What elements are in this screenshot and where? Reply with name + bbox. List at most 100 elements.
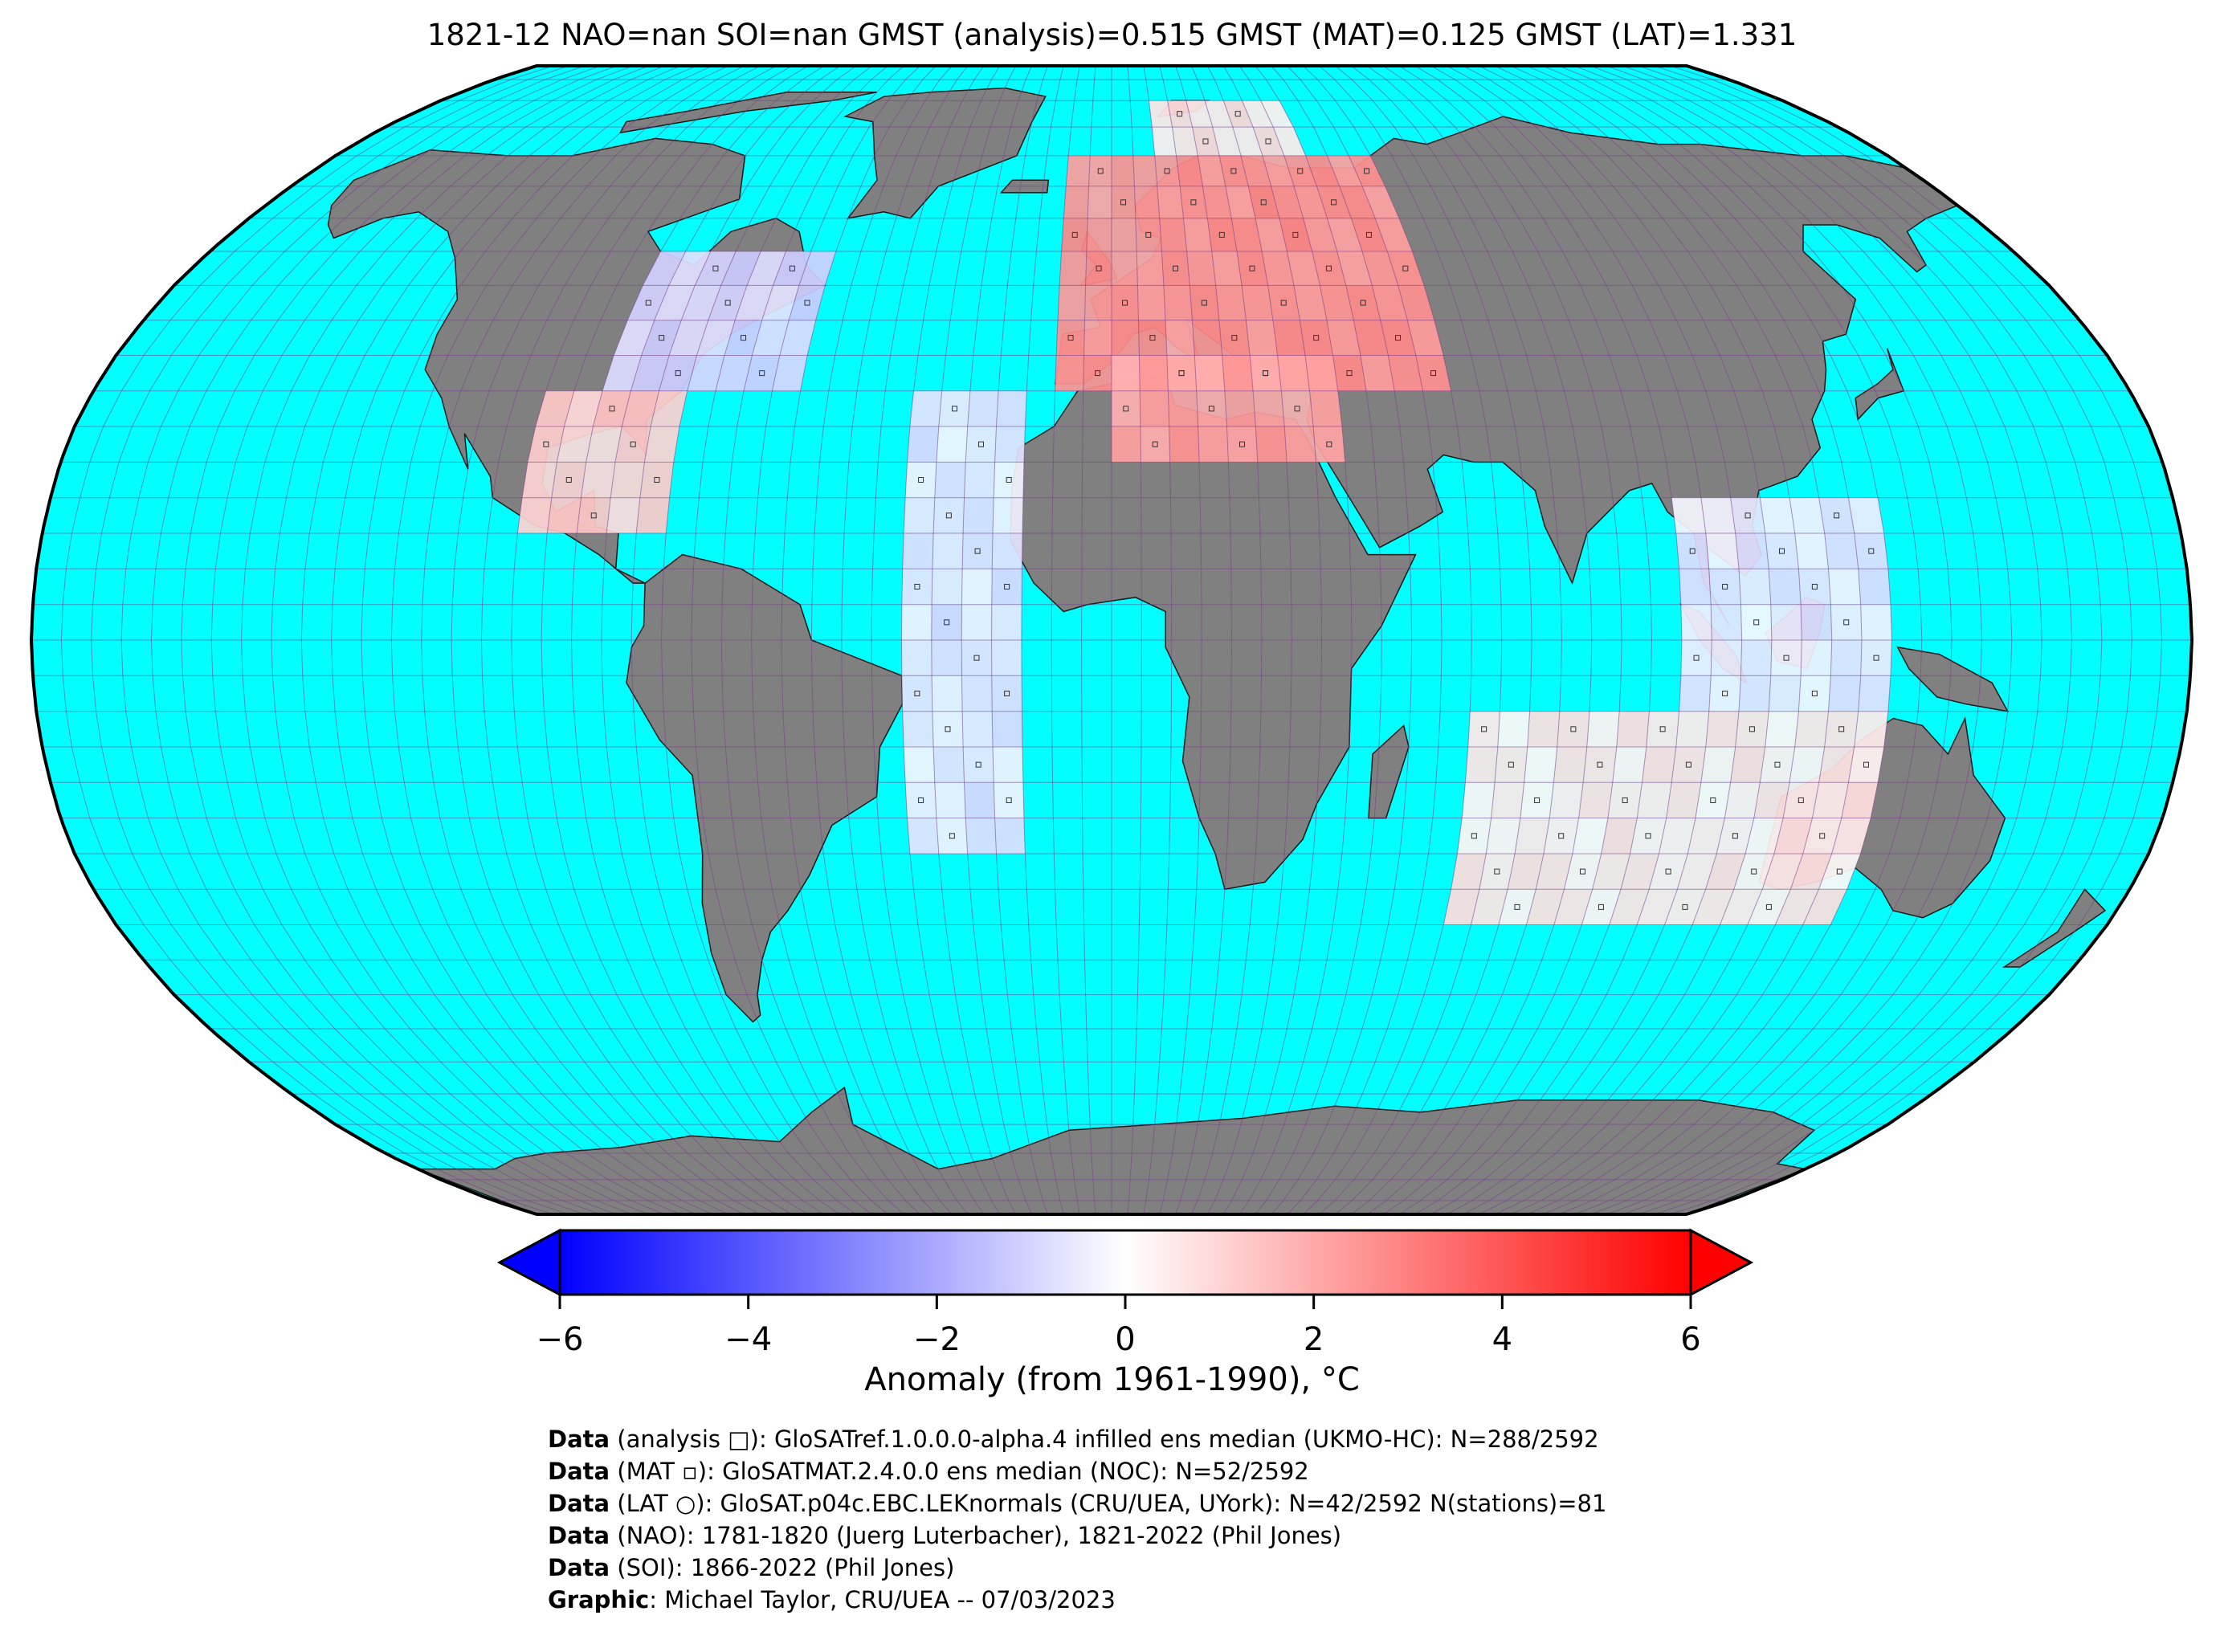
- anomaly-cell: [934, 782, 966, 818]
- anomaly-cell: [1112, 155, 1135, 186]
- anomaly-cell: [961, 640, 992, 676]
- anomaly-cell: [1765, 711, 1799, 747]
- anomaly-cell: [1609, 889, 1650, 925]
- meridian-line: [900, 66, 1001, 1214]
- meridian-line: [361, 66, 713, 1214]
- anomaly-cell: [1739, 675, 1771, 712]
- meridian-line: [720, 66, 904, 1214]
- analysis-marker: [1534, 797, 1540, 803]
- anomaly-cell: [1612, 747, 1647, 783]
- analysis-marker: [1508, 761, 1514, 768]
- anomaly-cell: [1273, 127, 1306, 156]
- anomaly-cell: [1608, 782, 1642, 818]
- meridian-line: [271, 66, 665, 1214]
- anomaly-cell: [932, 711, 964, 747]
- analysis-marker: [1249, 265, 1255, 271]
- anomaly-cell: [1192, 127, 1220, 156]
- anomaly-cell: [1168, 390, 1198, 426]
- anomaly-cell: [1798, 569, 1831, 605]
- meridian-line: [630, 66, 857, 1214]
- anomaly-cell: [1508, 854, 1544, 890]
- colorbar-extend-high: [1689, 1228, 1754, 1297]
- analysis-marker: [1234, 111, 1241, 117]
- anomaly-cell: [1058, 285, 1086, 320]
- anomaly-cell: [1457, 818, 1492, 854]
- analysis-marker: [1201, 300, 1207, 306]
- credit-text: (SOI): 1866-2022 (Phil Jones): [610, 1554, 955, 1581]
- analysis-marker: [1071, 231, 1078, 238]
- meridian-line: [1382, 66, 1622, 1214]
- anomaly-cell: [907, 818, 939, 854]
- anomaly-cell: [1088, 155, 1112, 186]
- analysis-marker: [1095, 370, 1101, 377]
- anomaly-cell: [1283, 155, 1317, 186]
- anomaly-cell: [1687, 818, 1725, 854]
- anomaly-cell: [1277, 355, 1310, 391]
- anomaly-cell: [1733, 854, 1774, 890]
- analysis-marker: [1665, 868, 1671, 875]
- analysis-marker: [1152, 441, 1158, 447]
- anomaly-cell: [1061, 218, 1088, 251]
- anomaly-cell: [1132, 155, 1157, 186]
- anomaly-cell: [1515, 818, 1550, 854]
- meridian-line: [1319, 66, 1503, 1214]
- anomaly-cell: [1398, 285, 1434, 320]
- anomaly-cell: [1163, 285, 1193, 320]
- meridian-line: [691, 66, 888, 1214]
- anomaly-cell: [1242, 100, 1274, 128]
- anomaly-cell: [1621, 854, 1659, 890]
- anomaly-cell: [1255, 426, 1287, 463]
- analysis-marker: [973, 655, 980, 661]
- meridian-line: [331, 66, 697, 1214]
- anomaly-cell: [1642, 747, 1676, 783]
- analysis-marker: [1331, 199, 1337, 206]
- meridian-line: [210, 66, 633, 1214]
- meridian-line: [1206, 66, 1292, 1214]
- anomaly-cell: [695, 251, 737, 286]
- analysis-marker: [1622, 797, 1628, 803]
- anomaly-cell: [967, 390, 999, 426]
- anomaly-cell: [687, 355, 724, 391]
- credit-text: (analysis □): GloSATref.1.0.0.0-alpha.4 …: [610, 1426, 1599, 1453]
- meridian-line: [991, 66, 1048, 1214]
- anomaly-cell: [1828, 569, 1861, 605]
- meridian-line: [1606, 66, 2042, 1214]
- anomaly-cell: [1222, 355, 1254, 391]
- colorbar-tick-label: −4: [724, 1321, 773, 1358]
- analysis-marker: [1749, 726, 1755, 732]
- anomaly-cell: [1770, 640, 1802, 676]
- analysis-marker: [978, 441, 985, 447]
- anomaly-cell: [1601, 818, 1638, 854]
- anomaly-cell: [1134, 186, 1160, 218]
- anomaly-cell: [1362, 251, 1398, 286]
- anomaly-cell: [557, 426, 594, 463]
- anomaly-cell: [1495, 747, 1528, 783]
- anomaly-cell: [577, 497, 611, 533]
- anomaly-cell: [772, 355, 808, 391]
- anomaly-cell: [964, 782, 995, 818]
- analysis-marker: [1811, 584, 1818, 590]
- anomaly-cell: [1180, 186, 1208, 218]
- anomaly-cell: [644, 426, 679, 463]
- anomaly-cell: [1770, 604, 1802, 640]
- meridian-line: [1159, 66, 1202, 1214]
- analysis-marker: [741, 335, 747, 341]
- anomaly-cell: [1675, 711, 1709, 747]
- anomaly-cell: [1553, 747, 1587, 783]
- anomaly-cell: [1165, 320, 1195, 356]
- meridian-line: [1143, 66, 1173, 1214]
- anomaly-cell: [1467, 711, 1500, 747]
- meridian-line: [240, 66, 649, 1214]
- analysis-marker: [1798, 797, 1804, 803]
- meridian-line: [1430, 66, 1712, 1214]
- anomaly-cell: [1679, 675, 1712, 712]
- colorbar-tick-label: 2: [1303, 1321, 1324, 1358]
- anomaly-cell: [547, 497, 582, 533]
- analysis-marker: [789, 265, 795, 271]
- anomaly-cell: [610, 462, 645, 498]
- anomaly-cell: [1666, 782, 1701, 818]
- analysis-marker: [1868, 548, 1875, 554]
- meridian-line: [1287, 66, 1443, 1214]
- credit-line: Graphic: Michael Taylor, CRU/UEA -- 07/0…: [548, 1584, 1606, 1616]
- anomaly-cell: [1137, 285, 1165, 320]
